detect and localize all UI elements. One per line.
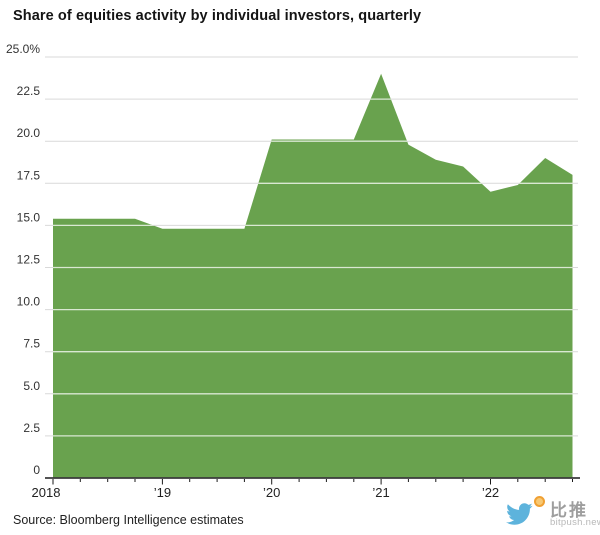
- twitter-bird-icon: [506, 503, 533, 525]
- y-tick-label: 15.0: [17, 210, 41, 224]
- y-tick-label: 12.5: [17, 253, 41, 267]
- watermark-brand: 比推: [550, 501, 588, 520]
- chart-title: Share of equities activity by individual…: [13, 8, 422, 24]
- y-tick-label: 22.5: [17, 84, 41, 98]
- y-tick-label: 0: [33, 463, 40, 477]
- y-tick-label: 17.5: [17, 168, 41, 182]
- y-tick-label: 5.0: [23, 379, 40, 393]
- x-tick-label: ’22: [482, 485, 499, 500]
- source-note: Source: Bloomberg Intelligence estimates: [13, 513, 244, 527]
- watermark-domain: bitpush.news: [550, 517, 600, 528]
- y-tick-label: 2.5: [23, 421, 40, 435]
- x-tick-label: ’21: [372, 485, 389, 500]
- x-tick-label: 2018: [32, 485, 61, 500]
- x-tick-label: ’19: [154, 485, 171, 500]
- x-tick-label: ’20: [263, 485, 280, 500]
- coin-icon: [534, 496, 545, 507]
- y-tick-label: 25.0%: [6, 42, 40, 56]
- y-tick-label: 20.0: [17, 126, 41, 140]
- y-tick-label: 10.0: [17, 295, 41, 309]
- area-series: [53, 73, 573, 478]
- watermark: 比推 bitpush.news: [498, 494, 600, 534]
- y-tick-label: 7.5: [23, 337, 40, 351]
